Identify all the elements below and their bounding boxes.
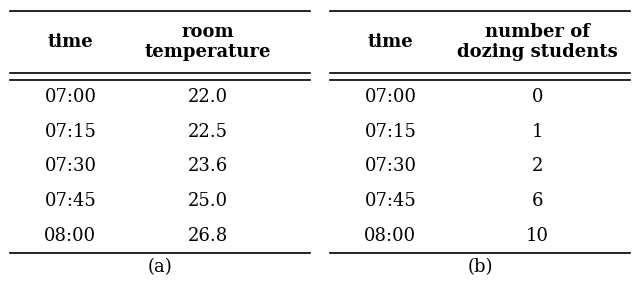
Text: time: time (367, 33, 413, 51)
Text: 22.5: 22.5 (188, 123, 228, 141)
Text: 0: 0 (532, 88, 543, 106)
Text: 07:45: 07:45 (45, 192, 96, 210)
Text: 07:00: 07:00 (364, 88, 417, 106)
Text: (a): (a) (148, 258, 172, 276)
Text: 6: 6 (532, 192, 543, 210)
Text: 07:00: 07:00 (44, 88, 97, 106)
Text: 07:30: 07:30 (44, 157, 97, 176)
Text: 2: 2 (532, 157, 543, 176)
Text: 07:30: 07:30 (364, 157, 417, 176)
Text: dozing students: dozing students (457, 43, 618, 61)
Text: 08:00: 08:00 (44, 226, 97, 245)
Text: 23.6: 23.6 (188, 157, 228, 176)
Text: 1: 1 (532, 123, 543, 141)
Text: 26.8: 26.8 (188, 226, 228, 245)
Text: 25.0: 25.0 (188, 192, 228, 210)
Text: number of: number of (485, 23, 590, 41)
Text: 07:15: 07:15 (364, 123, 417, 141)
Text: time: time (47, 33, 93, 51)
Text: 22.0: 22.0 (188, 88, 228, 106)
Text: 07:15: 07:15 (44, 123, 97, 141)
Text: 10: 10 (526, 226, 549, 245)
Text: 07:45: 07:45 (365, 192, 416, 210)
Text: temperature: temperature (145, 43, 271, 61)
Text: 08:00: 08:00 (364, 226, 417, 245)
Text: (b): (b) (467, 258, 493, 276)
Text: room: room (182, 23, 234, 41)
